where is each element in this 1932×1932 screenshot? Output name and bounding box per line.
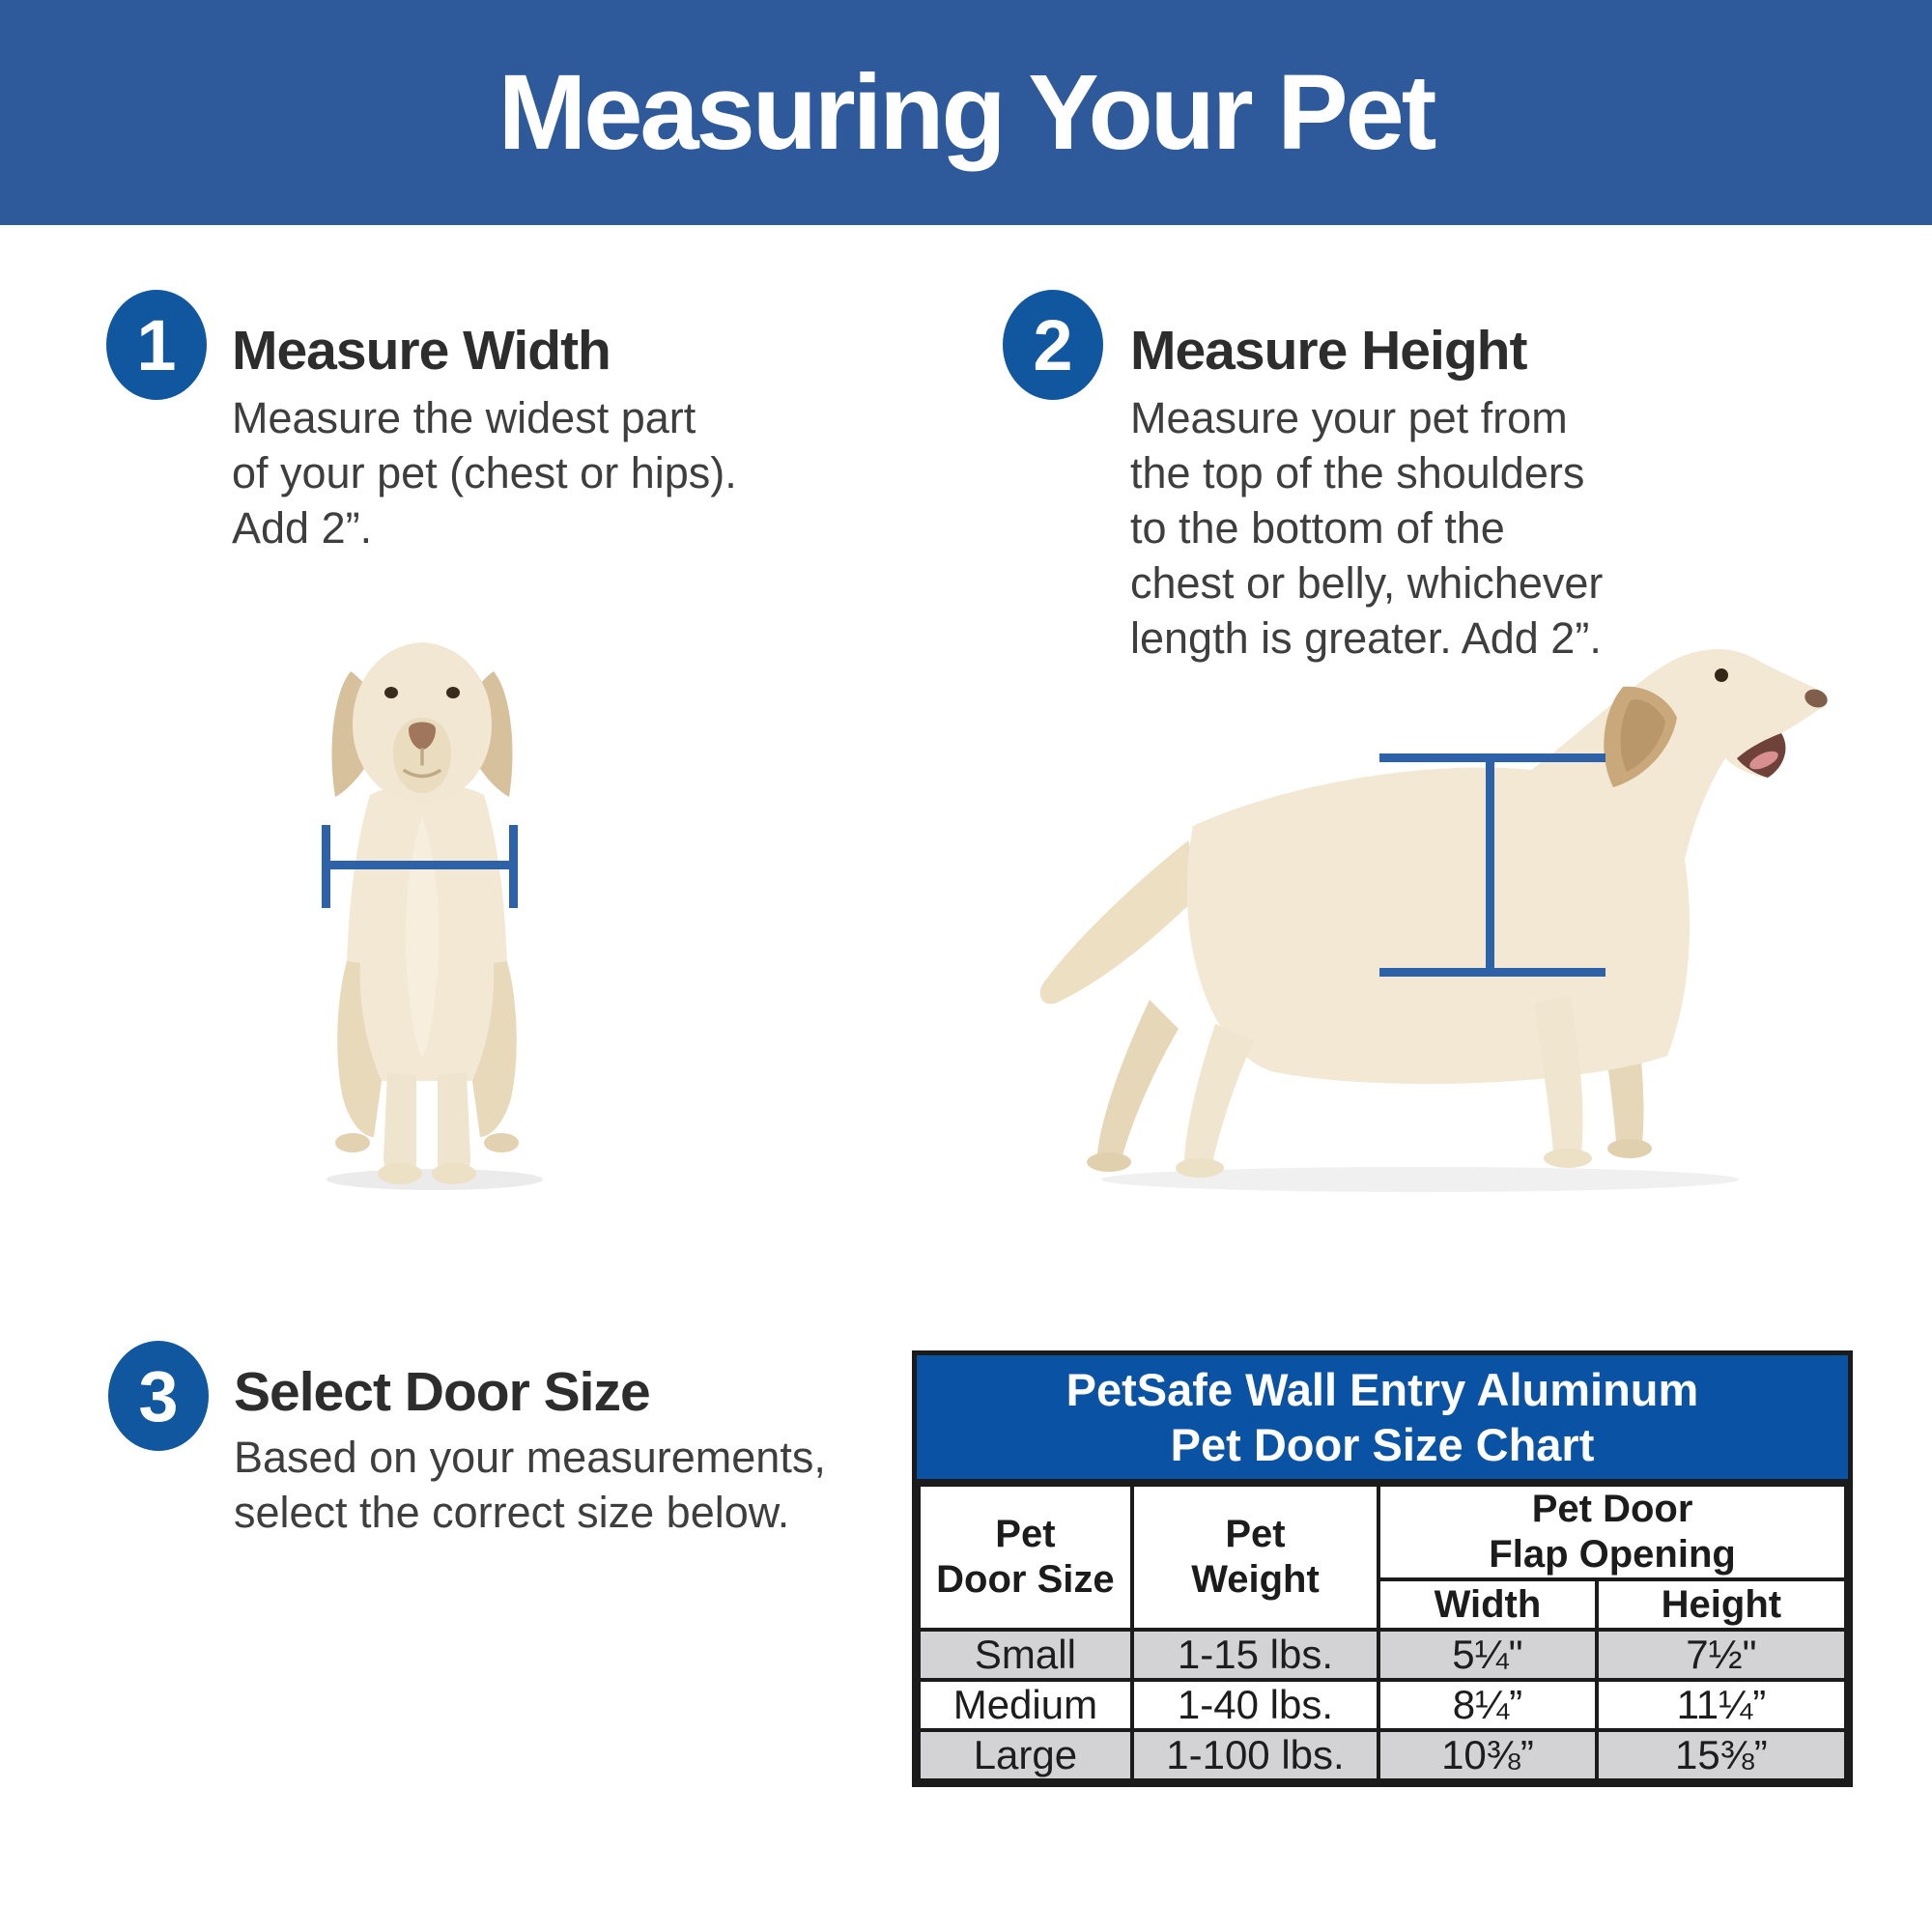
- col-header-height: Height: [1594, 1577, 1849, 1632]
- step-2-line-5: length is greater. Add 2”.: [1130, 613, 1602, 663]
- col-header-flap-opening: Pet Door Flap Opening: [1377, 1483, 1848, 1581]
- size-chart-banner-line-2: Pet Door Size Chart: [1170, 1419, 1595, 1470]
- cell-large-size: Large: [917, 1728, 1134, 1782]
- step-1-number: 1: [136, 304, 177, 385]
- col-header-flap-opening-line-1: Pet Door: [1531, 1488, 1693, 1530]
- size-chart-banner-line-1: PetSafe Wall Entry Aluminum: [1065, 1364, 1699, 1415]
- step-1-line-2: of your pet (chest or hips).: [232, 448, 737, 497]
- front-dog-chest-highlight: [405, 816, 440, 1058]
- front-dog-left-hind-paw: [335, 1133, 370, 1152]
- side-dog-near-hind-leg: [1184, 1024, 1254, 1169]
- front-dog-right-hind-paw: [484, 1133, 519, 1152]
- front-dog-left-eye: [384, 687, 398, 698]
- step-3-number: 3: [138, 1355, 179, 1436]
- col-header-pet-door-size: Pet Door Size: [917, 1483, 1134, 1632]
- side-dog-far-hind-paw: [1087, 1152, 1131, 1172]
- height-measure-top-cap: [1379, 753, 1605, 762]
- col-header-pet-weight-line-1: Pet: [1225, 1513, 1286, 1555]
- front-dog-mouth: [403, 748, 441, 779]
- step-2-line-1: Measure your pet from: [1130, 393, 1568, 442]
- front-dog-right-haunch: [472, 961, 517, 1137]
- front-dog-illustration: [327, 642, 543, 1190]
- step-2-title: Measure Height: [1130, 320, 1527, 382]
- front-dog-right-eye: [446, 687, 460, 698]
- cell-large-weight: 1-100 lbs.: [1129, 1728, 1381, 1782]
- step-2-description: Measure your pet from the top of the sho…: [1130, 390, 1603, 666]
- cell-small-width: 5¼": [1377, 1628, 1599, 1682]
- step-1-number-badge: 1: [106, 290, 207, 400]
- width-measure-left-cap: [322, 825, 330, 908]
- front-dog-left-paw: [378, 1163, 422, 1184]
- step-3-line-2: select the correct size below.: [234, 1488, 790, 1537]
- step-1-description: Measure the widest part of your pet (che…: [232, 390, 737, 555]
- col-header-pet-weight-line-2: Weight: [1191, 1558, 1320, 1601]
- side-dog-far-hind-leg: [1096, 1000, 1179, 1164]
- front-dog-left-leg: [384, 1072, 416, 1178]
- col-header-pet-door-size-line-2: Door Size: [936, 1558, 1115, 1601]
- side-dog-far-front-paw: [1607, 1139, 1652, 1158]
- side-dog-near-hind-paw: [1176, 1158, 1224, 1178]
- size-chart-table: Pet Door Size Pet Weight Pet Door Flap O…: [917, 1483, 1849, 1782]
- col-header-flap-opening-line-2: Flap Opening: [1489, 1533, 1736, 1576]
- front-dog-right-paw: [432, 1163, 476, 1184]
- table-row-large: Large 1-100 lbs. 10⅜” 15⅜”: [917, 1728, 1849, 1782]
- cell-large-width: 10⅜”: [1377, 1728, 1599, 1782]
- front-dog-left-haunch: [337, 961, 382, 1137]
- step-1-title: Measure Width: [232, 320, 611, 382]
- side-dog-shadow: [1101, 1167, 1739, 1192]
- side-dog-near-front-paw: [1544, 1149, 1592, 1168]
- step-1-line-1: Measure the widest part: [232, 393, 696, 442]
- header-banner: Measuring Your Pet: [0, 0, 1932, 225]
- step-3-description: Based on your measurements, select the c…: [234, 1430, 826, 1540]
- step-3-number-badge: 3: [108, 1341, 209, 1451]
- cell-small-height: 7½": [1594, 1628, 1849, 1682]
- step-2-number-badge: 2: [1003, 290, 1103, 400]
- height-measure-bottom-cap: [1379, 968, 1605, 977]
- cell-small-size: Small: [917, 1628, 1134, 1682]
- size-chart-banner: PetSafe Wall Entry Aluminum Pet Door Siz…: [917, 1355, 1848, 1483]
- front-dog-right-leg: [438, 1072, 470, 1178]
- step-2-line-3: to the bottom of the: [1130, 503, 1505, 553]
- side-dog-tail: [1039, 840, 1203, 1005]
- step-2-line-4: chest or belly, whichever: [1130, 558, 1604, 608]
- width-measure-line: [327, 861, 513, 869]
- step-3-title: Select Door Size: [234, 1361, 651, 1423]
- front-dog-nose: [409, 722, 436, 750]
- cell-medium-size: Medium: [917, 1678, 1134, 1732]
- step-1-line-3: Add 2”.: [232, 503, 373, 553]
- side-dog-eye: [1715, 668, 1728, 682]
- side-dog-nose: [1804, 689, 1828, 708]
- cell-medium-width: 8¼”: [1377, 1678, 1599, 1732]
- col-header-pet-door-size-line-1: Pet: [995, 1513, 1056, 1555]
- table-row-small: Small 1-15 lbs. 5¼" 7½": [917, 1628, 1849, 1682]
- side-dog-body: [1186, 648, 1828, 1085]
- side-dog-illustration: [1039, 648, 1828, 1192]
- col-header-pet-weight: Pet Weight: [1129, 1483, 1381, 1632]
- step-2-line-2: the top of the shoulders: [1130, 448, 1585, 497]
- side-dog-tongue: [1749, 751, 1778, 770]
- width-measure-right-cap: [509, 825, 518, 908]
- cell-medium-height: 11¼”: [1594, 1678, 1849, 1732]
- page-title: Measuring Your Pet: [497, 53, 1437, 172]
- col-header-width: Width: [1377, 1577, 1599, 1632]
- step-3-line-1: Based on your measurements,: [234, 1433, 826, 1482]
- side-dog-near-front-leg: [1534, 995, 1583, 1161]
- step-2-number: 2: [1033, 304, 1073, 385]
- height-measure-line: [1486, 759, 1494, 974]
- cell-small-weight: 1-15 lbs.: [1129, 1628, 1381, 1682]
- table-row-medium: Medium 1-40 lbs. 8¼” 11¼”: [917, 1678, 1849, 1732]
- cell-medium-weight: 1-40 lbs.: [1129, 1678, 1381, 1732]
- size-chart: PetSafe Wall Entry Aluminum Pet Door Siz…: [912, 1350, 1853, 1787]
- side-dog-inner-ear: [1620, 699, 1665, 772]
- cell-large-height: 15⅜”: [1594, 1728, 1849, 1782]
